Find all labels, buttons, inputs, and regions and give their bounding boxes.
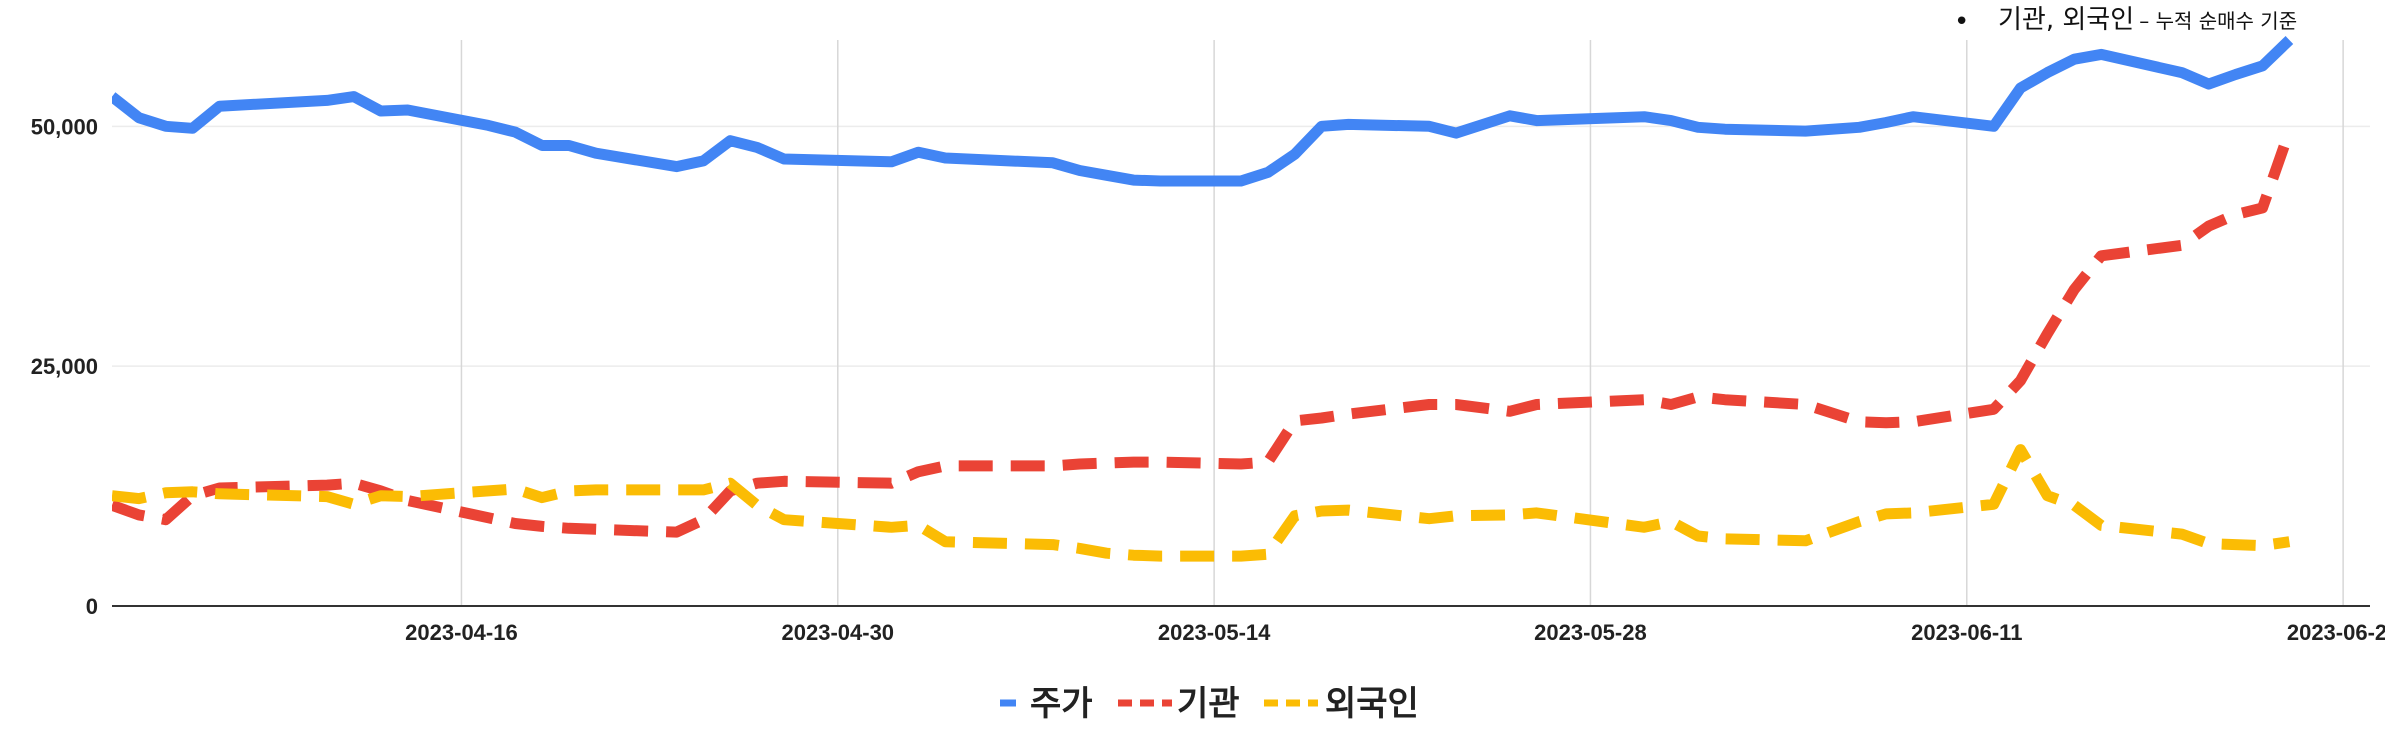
x-tick-label: 2023-05-28 — [1534, 620, 1647, 645]
note-sep: – — [2139, 9, 2155, 33]
y-tick-label: 0 — [86, 594, 98, 619]
series-line-2 — [112, 444, 2291, 562]
x-tick-label: 2023-06-25 — [2287, 620, 2385, 645]
legend-item-0[interactable]: 주가 — [1000, 684, 1093, 724]
legend-item-1[interactable]: 기관 — [1118, 684, 1240, 724]
y-tick-label: 50,000 — [31, 114, 98, 139]
note-text: 기관, 외국인 – 누적 순매수 기준 — [1998, 5, 2297, 35]
legend-label: 외국인 — [1325, 684, 1419, 724]
x-tick-label: 2023-06-11 — [1911, 620, 2022, 645]
note-main: 기관, 외국인 — [1998, 5, 2134, 35]
series-group — [112, 36, 2295, 562]
x-tick-label: 2023-04-16 — [405, 620, 518, 645]
legend-label: 기관 — [1177, 684, 1240, 724]
grid-lines — [112, 40, 2370, 606]
axes: 0 25,000 50,000 2023-04-16 2023-04-30 2023-05… — [31, 114, 2385, 645]
top-right-note: • 기관, 외국인 – 누적 순매수 기준 — [1954, 5, 2297, 37]
series-line-0 — [112, 36, 2294, 187]
note-bullet: • — [1954, 7, 1969, 37]
legend-label: 주가 — [1030, 684, 1093, 724]
y-tick-label: 25,000 — [31, 354, 98, 379]
x-tick-label: 2023-05-14 — [1158, 620, 1271, 645]
series-line-1 — [112, 129, 2295, 538]
x-tick-label: 2023-04-30 — [782, 620, 895, 645]
legend-item-2[interactable]: 외국인 — [1264, 684, 1419, 724]
legend[interactable]: 주가 기관 외국인 — [1000, 684, 1419, 724]
note-sub: 누적 순매수 기준 — [2156, 9, 2298, 33]
